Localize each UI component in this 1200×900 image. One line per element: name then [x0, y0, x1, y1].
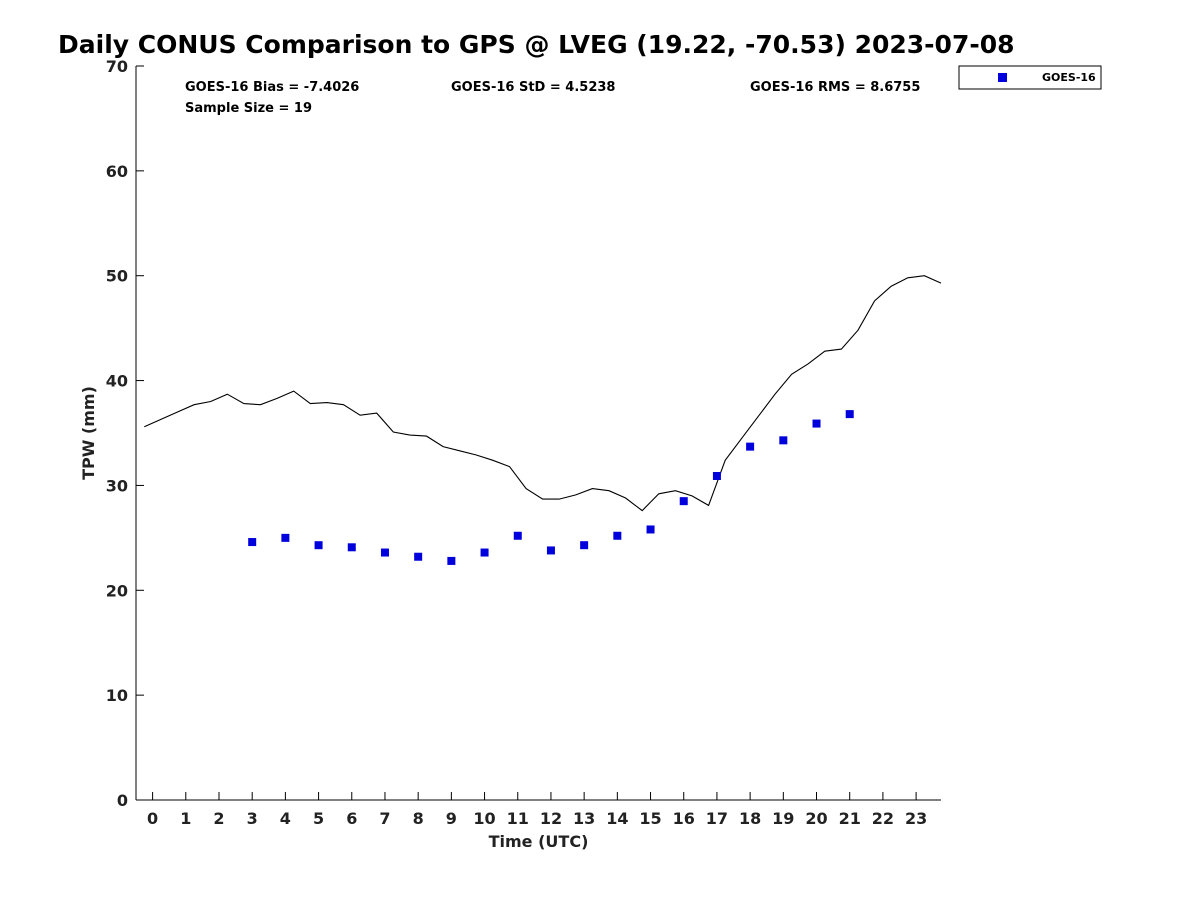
goes-point — [347, 543, 356, 552]
y-tick-label: 50 — [106, 267, 128, 286]
y-tick-label: 30 — [106, 476, 128, 495]
x-tick-label: 23 — [905, 809, 927, 828]
goes-point — [281, 533, 290, 542]
goes-point — [513, 531, 522, 540]
x-tick-label: 11 — [507, 809, 529, 828]
x-tick-label: 3 — [247, 809, 258, 828]
x-axis-label: Time (UTC) — [489, 832, 589, 851]
goes-point — [314, 541, 323, 550]
goes-point — [712, 471, 721, 480]
gps-line-layer — [144, 275, 942, 512]
chart-title: Daily CONUS Comparison to GPS @ LVEG (19… — [58, 30, 1015, 59]
stat-sample-size: Sample Size = 19 — [185, 101, 313, 116]
x-tick-label: 10 — [473, 809, 495, 828]
x-tick-label: 20 — [805, 809, 827, 828]
x-tick-label: 1 — [180, 809, 191, 828]
goes-point — [779, 436, 788, 445]
x-tick-label: 21 — [839, 809, 861, 828]
x-tick-label: 5 — [313, 809, 324, 828]
y-tick-label: 10 — [106, 686, 128, 705]
x-tick-label: 15 — [639, 809, 661, 828]
goes-point — [679, 497, 688, 506]
legend-box — [958, 65, 1102, 90]
x-tick-label: 18 — [739, 809, 761, 828]
goes-point — [845, 410, 854, 419]
legend-marker-goes — [998, 73, 1007, 82]
legend-label-goes: GOES-16 — [1042, 71, 1096, 84]
x-tick-label: 14 — [606, 809, 628, 828]
goes-point — [613, 531, 622, 540]
gps-line — [144, 275, 942, 512]
stat-bias: GOES-16 Bias = -7.4026 — [185, 80, 360, 95]
x-tick-label: 4 — [280, 809, 291, 828]
x-tick-label: 6 — [346, 809, 357, 828]
x-tick-label: 0 — [147, 809, 158, 828]
x-tick-label: 9 — [446, 809, 457, 828]
stat-std: GOES-16 StD = 4.5238 — [451, 80, 616, 95]
x-tick-label: 19 — [772, 809, 794, 828]
stat-rms: GOES-16 RMS = 8.6755 — [750, 80, 921, 95]
goes-point — [546, 546, 555, 555]
goes-point — [380, 548, 389, 557]
goes-point — [414, 552, 423, 561]
x-tick-label: 13 — [573, 809, 595, 828]
goes-point — [248, 538, 257, 547]
x-tick-label: 17 — [706, 809, 728, 828]
goes-point — [480, 548, 489, 557]
goes-point — [746, 442, 755, 451]
y-tick-label: 20 — [106, 581, 128, 600]
x-tick-label: 7 — [379, 809, 390, 828]
goes-point — [812, 419, 821, 428]
goes-point — [580, 541, 589, 550]
legend: GOES-16 — [958, 65, 1102, 90]
y-tick-label: 40 — [106, 372, 128, 391]
goes-point — [646, 525, 655, 534]
goes-point — [447, 556, 456, 565]
x-tick-label: 8 — [413, 809, 424, 828]
x-tick-label: 12 — [540, 809, 562, 828]
y-tick-label: 0 — [117, 791, 128, 810]
y-tick-label: 60 — [106, 162, 128, 181]
x-tick-label: 16 — [673, 809, 695, 828]
y-tick-label: 70 — [106, 57, 128, 76]
goes-points-layer — [248, 410, 854, 565]
x-tick-label: 22 — [872, 809, 894, 828]
y-axis-label: TPW (mm) — [79, 386, 98, 480]
x-tick-label: 2 — [213, 809, 224, 828]
